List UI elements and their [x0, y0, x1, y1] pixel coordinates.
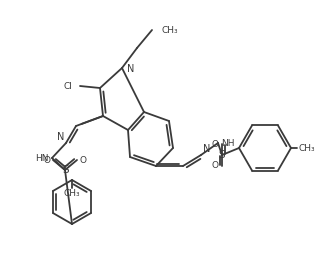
- Text: O: O: [212, 162, 219, 170]
- Text: HN: HN: [35, 154, 49, 162]
- Text: O: O: [212, 140, 219, 148]
- Text: S: S: [63, 165, 69, 175]
- Text: CH₃: CH₃: [64, 189, 80, 198]
- Text: S: S: [219, 150, 225, 160]
- Text: N: N: [127, 64, 134, 74]
- Text: N: N: [203, 144, 210, 154]
- Text: CH₃: CH₃: [162, 25, 179, 34]
- Text: N: N: [57, 132, 64, 142]
- Text: O: O: [80, 155, 87, 164]
- Text: Cl: Cl: [63, 82, 72, 90]
- Text: CH₃: CH₃: [299, 143, 316, 153]
- Text: O: O: [43, 155, 50, 164]
- Text: NH: NH: [221, 139, 234, 147]
